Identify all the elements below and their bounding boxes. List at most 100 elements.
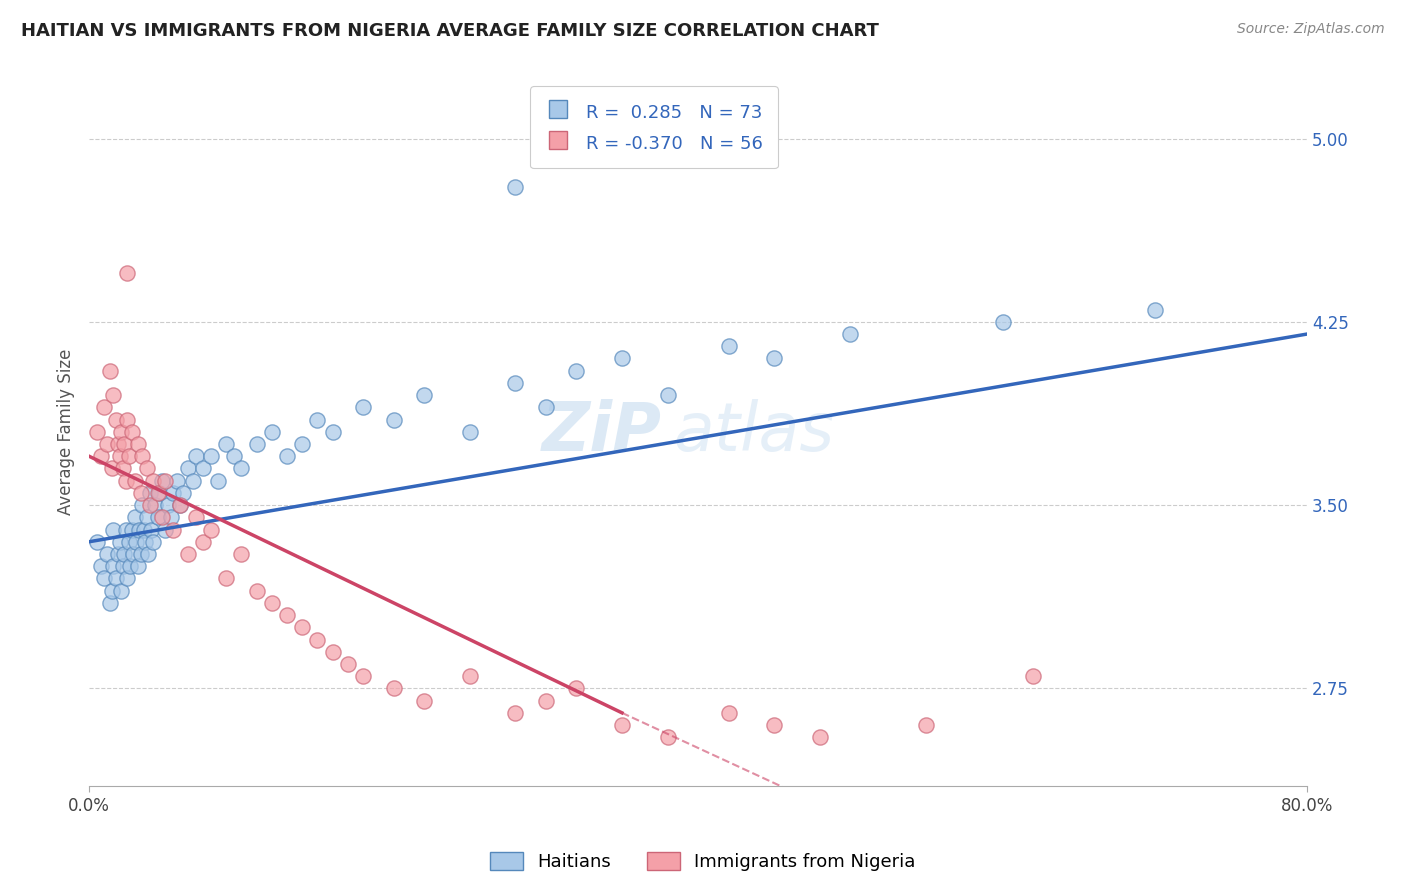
Point bbox=[131, 498, 153, 512]
Point bbox=[231, 461, 253, 475]
Point bbox=[382, 412, 405, 426]
Point bbox=[108, 534, 131, 549]
Point bbox=[565, 364, 588, 378]
Point bbox=[124, 474, 146, 488]
Point bbox=[153, 523, 176, 537]
Point bbox=[111, 461, 134, 475]
Point bbox=[107, 437, 129, 451]
Point bbox=[114, 523, 136, 537]
Point bbox=[657, 388, 679, 402]
Point bbox=[207, 474, 229, 488]
Point bbox=[505, 180, 527, 194]
Point bbox=[352, 401, 374, 415]
Point bbox=[172, 486, 194, 500]
Point bbox=[96, 547, 118, 561]
Point bbox=[100, 364, 122, 378]
Point bbox=[111, 559, 134, 574]
Point bbox=[200, 523, 222, 537]
Point bbox=[101, 461, 124, 475]
Point bbox=[129, 486, 152, 500]
Point bbox=[534, 693, 557, 707]
Point bbox=[138, 547, 160, 561]
Text: Source: ZipAtlas.com: Source: ZipAtlas.com bbox=[1237, 22, 1385, 37]
Point bbox=[112, 547, 135, 561]
Point bbox=[134, 534, 156, 549]
Point bbox=[184, 449, 207, 463]
Point bbox=[93, 571, 115, 585]
Point bbox=[505, 706, 527, 720]
Point bbox=[114, 474, 136, 488]
Point bbox=[231, 547, 253, 561]
Point bbox=[100, 596, 122, 610]
Point bbox=[610, 718, 633, 732]
Point bbox=[122, 547, 145, 561]
Point bbox=[808, 731, 831, 745]
Point bbox=[717, 706, 740, 720]
Point bbox=[121, 523, 143, 537]
Point bbox=[139, 498, 162, 512]
Point bbox=[413, 388, 436, 402]
Point bbox=[146, 510, 169, 524]
Point bbox=[112, 437, 135, 451]
Point bbox=[121, 425, 143, 439]
Point bbox=[322, 425, 344, 439]
Point bbox=[108, 449, 131, 463]
Point bbox=[115, 266, 138, 280]
Point bbox=[166, 474, 188, 488]
Point bbox=[458, 425, 481, 439]
Point bbox=[105, 571, 128, 585]
Point bbox=[413, 693, 436, 707]
Point bbox=[222, 449, 245, 463]
Point bbox=[276, 608, 298, 623]
Point bbox=[1143, 302, 1166, 317]
Point bbox=[763, 718, 786, 732]
Point bbox=[103, 559, 125, 574]
Point bbox=[610, 351, 633, 366]
Point bbox=[260, 425, 283, 439]
Text: ZiP: ZiP bbox=[541, 399, 662, 465]
Point bbox=[458, 669, 481, 683]
Point bbox=[150, 474, 173, 488]
Point bbox=[105, 412, 128, 426]
Point bbox=[215, 571, 238, 585]
Point bbox=[143, 498, 166, 512]
Point bbox=[131, 449, 153, 463]
Point bbox=[193, 461, 215, 475]
Point bbox=[150, 510, 173, 524]
Point bbox=[382, 681, 405, 696]
Point bbox=[148, 486, 170, 500]
Point bbox=[307, 412, 329, 426]
Point bbox=[107, 547, 129, 561]
Point bbox=[505, 376, 527, 390]
Point bbox=[118, 534, 141, 549]
Point bbox=[162, 523, 184, 537]
Point bbox=[93, 401, 115, 415]
Point bbox=[146, 486, 169, 500]
Text: HAITIAN VS IMMIGRANTS FROM NIGERIA AVERAGE FAMILY SIZE CORRELATION CHART: HAITIAN VS IMMIGRANTS FROM NIGERIA AVERA… bbox=[21, 22, 879, 40]
Point bbox=[96, 437, 118, 451]
Point bbox=[184, 510, 207, 524]
Point bbox=[276, 449, 298, 463]
Point bbox=[991, 315, 1014, 329]
Point bbox=[169, 498, 191, 512]
Point bbox=[291, 620, 314, 634]
Point bbox=[125, 534, 148, 549]
Point bbox=[839, 326, 862, 341]
Point bbox=[193, 534, 215, 549]
Point bbox=[1022, 669, 1045, 683]
Point bbox=[129, 547, 152, 561]
Point bbox=[763, 351, 786, 366]
Point bbox=[915, 718, 938, 732]
Point bbox=[132, 523, 155, 537]
Point bbox=[139, 486, 162, 500]
Point bbox=[565, 681, 588, 696]
Point bbox=[169, 498, 191, 512]
Point bbox=[200, 449, 222, 463]
Point bbox=[291, 437, 314, 451]
Point bbox=[157, 498, 180, 512]
Point bbox=[110, 583, 132, 598]
Point bbox=[90, 559, 112, 574]
Point bbox=[135, 461, 157, 475]
Point bbox=[86, 425, 108, 439]
Point bbox=[717, 339, 740, 353]
